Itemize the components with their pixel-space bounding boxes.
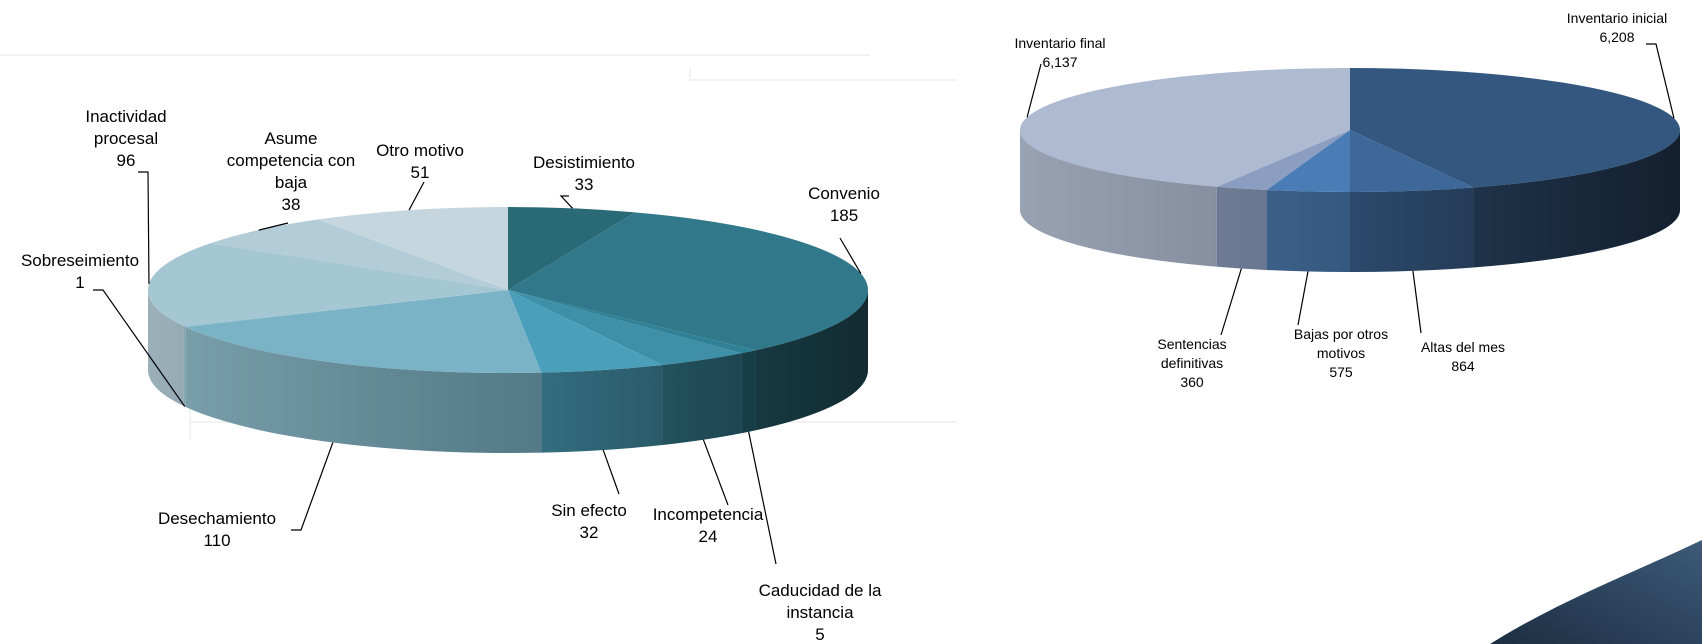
pie-top — [148, 207, 868, 373]
slice-label-sin-efecto: Sin efecto 32 — [551, 501, 627, 542]
slice-label-bajas-por-otros-motivos: Bajas por otros motivos 575 — [1294, 326, 1388, 380]
leader-line-desistimiento — [561, 196, 573, 208]
slice-label-convenio: Convenio 185 — [808, 184, 880, 225]
slice-label-sobreseimiento: Sobreseimiento 1 — [21, 251, 139, 292]
slice-label-caducidad-de-la-instancia: Caducidad de la instancia 5 — [759, 581, 882, 644]
leader-line-sentencias-definitivas — [1221, 269, 1241, 335]
slice-label-desechamiento: Desechamiento 110 — [158, 509, 276, 550]
slice-label-sentencias-definitivas: Sentencias definitivas 360 — [1157, 336, 1226, 390]
slice-label-inventario-final: Inventario final 6,137 — [1014, 35, 1105, 70]
slice-label-altas-del-mes: Altas del mes 864 — [1421, 339, 1505, 374]
slice-label-asume-competencia-con-baja: Asume competencia con baja 38 — [227, 129, 356, 214]
leader-line-caducidad-de-la-instancia — [749, 432, 776, 564]
slice-label-desistimiento: Desistimiento 33 — [533, 153, 635, 194]
leader-line-altas-del-mes — [1413, 271, 1421, 333]
leader-line-inventario-final — [1027, 64, 1041, 117]
pie-chart-right: Inventario inicial 6,208 Altas del mes 864 B… — [1014, 10, 1680, 390]
leader-line-inactividad-procesal — [138, 172, 149, 284]
slice-label-otro-motivo: Otro motivo 51 — [376, 141, 464, 182]
slice-label-inventario-inicial: Inventario inicial 6,208 — [1567, 10, 1667, 45]
leader-line-desechamiento — [291, 443, 333, 530]
leader-line-sin-efecto — [603, 450, 619, 494]
slice-label-incompetencia: Incompetencia 24 — [653, 505, 764, 546]
pie-chart-left: Desistimiento 33 Convenio 185 Caducidad de l… — [21, 107, 882, 644]
pie-top — [1020, 68, 1680, 192]
leader-line-incompetencia — [703, 440, 728, 505]
leader-line-otro-motivo — [409, 182, 424, 210]
leader-line-bajas-por-otros-motivos — [1298, 271, 1308, 325]
corner-swoosh-decor — [1490, 540, 1702, 644]
slice-label-inactividad-procesal: Inactividad procesal 96 — [85, 107, 166, 170]
